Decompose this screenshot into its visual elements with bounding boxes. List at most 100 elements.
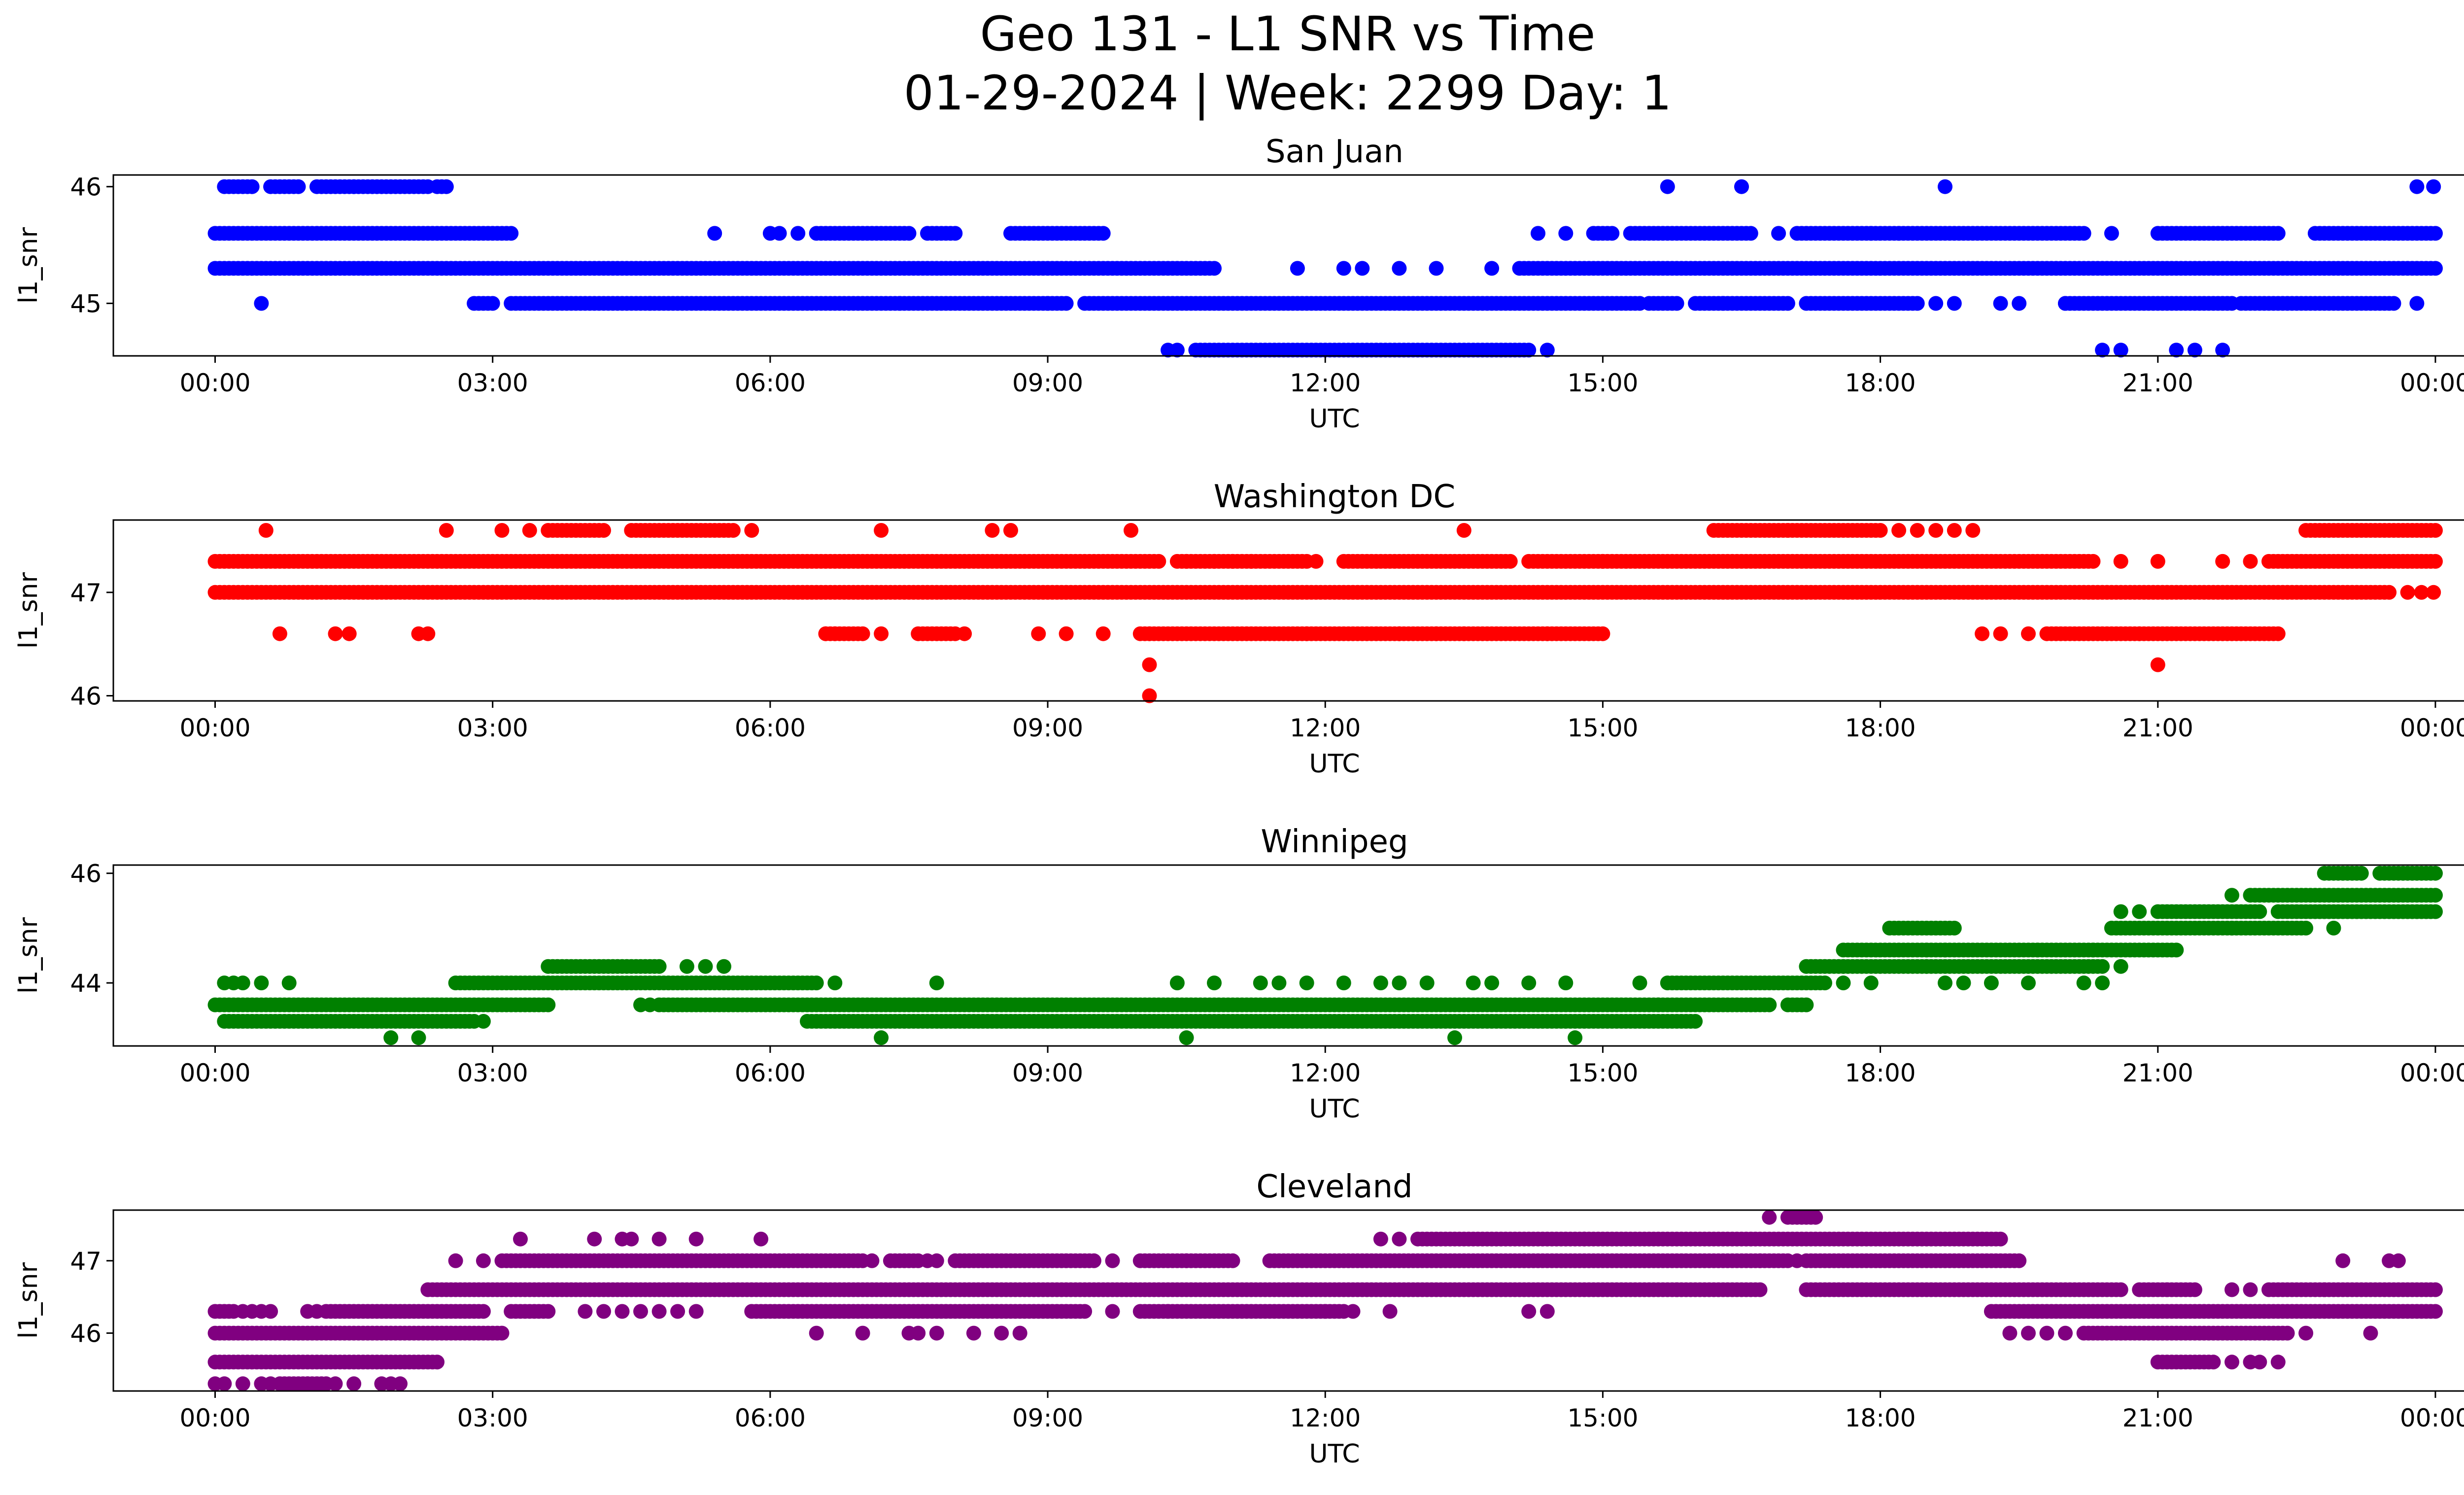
data-point (1392, 626, 1407, 641)
data-point (1558, 975, 1574, 991)
data-point (383, 1030, 399, 1045)
data-point (2386, 296, 2401, 311)
data-point (2270, 626, 2286, 641)
x-tick-label: 15:00 (1567, 1059, 1638, 1087)
data-point (254, 296, 269, 311)
x-axis-label: UTC (1309, 1439, 1360, 1469)
y-axis-label: l1_snr (14, 572, 43, 649)
data-point (1873, 523, 1888, 538)
x-tick-label: 12:00 (1290, 1059, 1361, 1087)
data-point (1059, 296, 1074, 311)
data-point (2270, 226, 2286, 241)
data-point (2113, 1282, 2128, 1297)
data-point (624, 1231, 639, 1247)
x-tick-label: 06:00 (735, 1404, 806, 1432)
data-point (2095, 959, 2110, 974)
data-point (1012, 1325, 1027, 1341)
data-point (1891, 523, 1907, 538)
data-point (1568, 1030, 1583, 1045)
x-tick-label: 15:00 (1567, 714, 1638, 742)
data-point (1484, 261, 1500, 276)
data-point (1715, 296, 1731, 311)
data-point (2326, 920, 2341, 936)
data-point (1207, 261, 1222, 276)
data-point (258, 523, 274, 538)
y-tick-label: 45 (70, 289, 102, 318)
figure-title-line2: 01-29-2024 | Week: 2299 Day: 1 (904, 66, 1672, 121)
data-point (1382, 1304, 1398, 1319)
data-point (2187, 343, 2202, 358)
x-tick-label: 00:00 (179, 1059, 250, 1087)
data-point (1938, 975, 1952, 991)
data-point (2113, 554, 2128, 569)
data-point (2428, 904, 2443, 919)
series-points (207, 1210, 2443, 1391)
data-point (2243, 1282, 2258, 1297)
data-point (1031, 626, 1046, 641)
data-point (1752, 1282, 1768, 1297)
data-point (1688, 1014, 1703, 1029)
subplot-title: Winnipeg (1261, 824, 1408, 860)
x-tick-label: 18:00 (1845, 369, 1916, 397)
x-tick-label: 21:00 (2122, 1404, 2193, 1432)
data-point (217, 1376, 232, 1391)
x-tick-label: 00:00 (2400, 1059, 2464, 1087)
data-point (966, 1325, 981, 1341)
data-point (281, 975, 297, 991)
x-axis-label: UTC (1309, 404, 1360, 434)
axes-frame (112, 174, 2464, 357)
data-point (1151, 554, 1166, 569)
data-point (642, 997, 657, 1012)
data-point (541, 1304, 556, 1319)
data-point (874, 1030, 889, 1045)
data-point (1207, 554, 1222, 569)
data-point (596, 1304, 611, 1319)
data-point (1299, 975, 1314, 991)
data-point (578, 1304, 593, 1319)
x-tick-label: 12:00 (1290, 714, 1361, 742)
data-point (707, 226, 722, 241)
x-tick-label: 03:00 (457, 714, 528, 742)
data-point (2252, 1355, 2267, 1370)
data-point (633, 1304, 648, 1319)
y-tick-label: 46 (70, 1320, 102, 1348)
data-point (2187, 1282, 2202, 1297)
data-point (485, 296, 500, 311)
data-point (2113, 904, 2128, 919)
data-point (504, 226, 519, 241)
data-point (2409, 179, 2425, 194)
x-tick-label: 15:00 (1567, 369, 1638, 397)
data-point (864, 1253, 880, 1268)
data-point (1086, 1253, 1101, 1268)
y-axis-label: l1_snr (14, 227, 43, 304)
data-point (901, 226, 917, 241)
x-tick-label: 21:00 (2122, 1059, 2193, 1087)
data-point (1392, 261, 1407, 276)
data-point (1179, 1253, 1194, 1268)
data-point (2428, 888, 2443, 903)
data-point (2132, 904, 2147, 919)
data-point (688, 1304, 704, 1319)
data-point (2012, 296, 2027, 311)
data-point (1956, 975, 1971, 991)
data-point (1003, 523, 1018, 538)
x-tick-label: 21:00 (2122, 714, 2193, 742)
x-tick-label: 06:00 (735, 714, 806, 742)
data-point (1105, 1304, 1120, 1319)
data-point (448, 1253, 463, 1268)
x-tick-label: 03:00 (457, 1404, 528, 1432)
data-point (263, 1304, 278, 1319)
data-point (2414, 585, 2429, 600)
data-point (1836, 975, 1851, 991)
data-point (2428, 866, 2443, 881)
x-tick-label: 00:00 (179, 369, 250, 397)
data-point (855, 626, 870, 641)
data-point (1095, 626, 1111, 641)
data-point (1558, 226, 1574, 241)
data-point (2280, 1325, 2295, 1341)
data-point (2095, 975, 2110, 991)
data-point (772, 226, 787, 241)
data-point (809, 975, 824, 991)
data-point (596, 523, 611, 538)
